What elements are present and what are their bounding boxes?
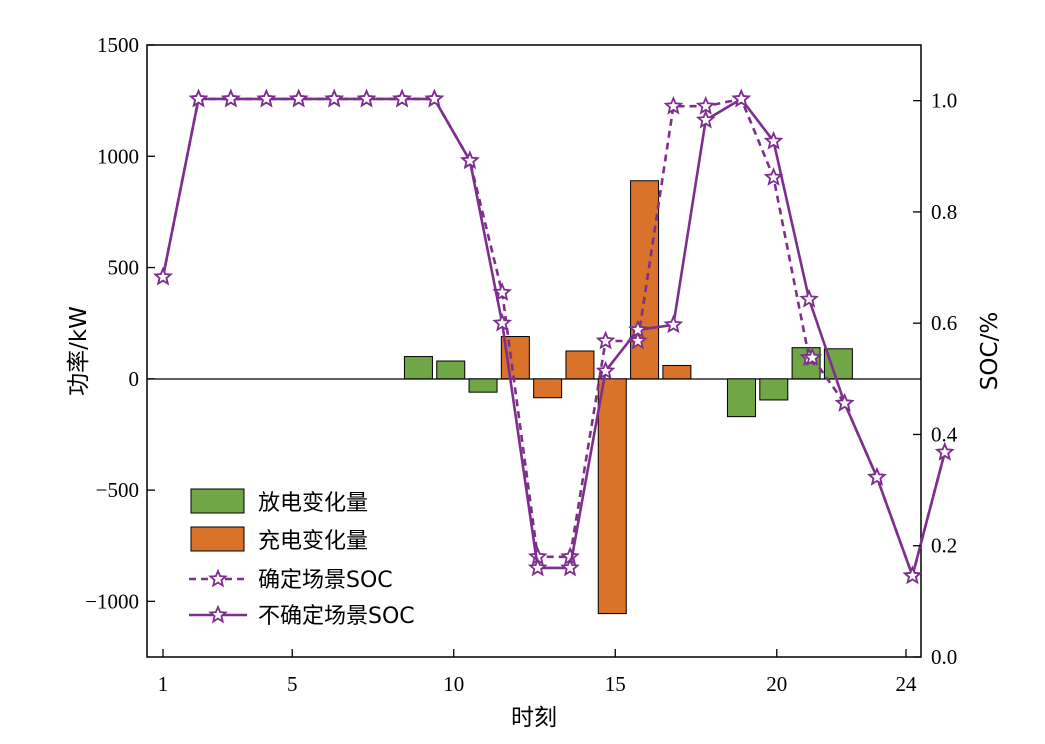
charge-bar-5 [662, 364, 692, 380]
soc-uncertain-point-12 [560, 557, 580, 577]
soc-uncertain-point-20 [834, 392, 855, 412]
legend-star-uncertain [208, 604, 228, 624]
soc-uncertain-point-8 [424, 88, 445, 108]
y-right-tick-label-1: 0.8 [931, 200, 957, 224]
y-right-axis-title: SOC/% [977, 312, 1003, 390]
y-left-tick-label-0: 1500 [97, 33, 139, 57]
bars-layer [403, 180, 853, 615]
x-tick-label-5: 24 [896, 672, 918, 696]
soc-uncertain-point-0 [153, 266, 173, 286]
y-left-tick-label-5: −1000 [85, 589, 139, 613]
soc-deterministic-point-13 [595, 330, 616, 350]
legend-label-deterministic: 确定场景SOC [258, 568, 393, 593]
soc-uncertain-point-21 [867, 466, 887, 486]
axes-layer: 1 5 10 15 20 24150010005000−500−10001.00.80.6… [85, 33, 958, 696]
discharge-bar-4 [759, 378, 789, 401]
soc-uncertain-point-23 [934, 441, 955, 461]
y-left-tick-label-2: 500 [108, 256, 140, 280]
x-axis-title: 时刻 [511, 705, 557, 731]
soc-uncertain-point-7 [392, 88, 412, 108]
soc-uncertain-point-4 [288, 88, 309, 108]
discharge-bar-0 [403, 356, 433, 380]
legend-label-charge: 充电变化量 [258, 529, 368, 554]
y-right-tick-label-3: 0.4 [931, 422, 958, 446]
soc-uncertain-point-11 [527, 557, 548, 577]
soc-uncertain-point-14 [628, 319, 648, 339]
soc-uncertain-point-3 [256, 88, 277, 108]
y-left-tick-label-1: 1000 [97, 144, 139, 168]
soc-uncertain-point-15 [663, 314, 684, 334]
charge-bar-3 [597, 378, 627, 615]
soc-deterministic-point-18 [763, 167, 784, 186]
y-left-tick-label-3: 0 [129, 367, 140, 391]
soc-uncertain-point-18 [763, 130, 784, 150]
legend-star-deterministic [208, 568, 228, 588]
x-tick-label-0: 1 [158, 672, 169, 696]
x-tick-label-4: 20 [766, 672, 787, 696]
legend-marker-deterministic [208, 568, 228, 588]
y-right-tick-label-5: 0.0 [931, 645, 957, 669]
y-right-tick-label-0: 1.0 [931, 89, 957, 113]
soc-uncertain-point-9 [460, 150, 480, 170]
x-tick-label-2: 10 [443, 672, 464, 696]
soc-deterministic-point-15 [663, 95, 684, 115]
soc-uncertain-point-10 [492, 312, 513, 332]
legend-label-uncertain: 不确定场景SOC [258, 604, 415, 629]
discharge-bar-3 [726, 378, 756, 418]
legend-swatch-charge [190, 526, 245, 552]
soc-uncertain-point-1 [188, 88, 209, 108]
legend-label-discharge: 放电变化量 [258, 491, 368, 516]
charge-bar-1 [533, 378, 563, 399]
x-tick-label-3: 15 [605, 672, 626, 696]
soc-uncertain-point-6 [356, 88, 377, 108]
soc-uncertain-point-16 [695, 109, 716, 129]
charge-bar-4 [630, 180, 660, 380]
y-left-axis-title: 功率/kW [66, 306, 92, 396]
legend-swatch-discharge [190, 488, 245, 514]
legend: 放电变化量 充电变化量 确定场景SOC 不确定场景SOC [189, 488, 415, 629]
soc-uncertain-point-2 [221, 88, 241, 108]
plot-frame [146, 44, 922, 658]
discharge-bar-1 [436, 360, 466, 380]
soc-uncertain-point-22 [902, 565, 923, 585]
soc-uncertain-point-5 [324, 88, 345, 108]
y-right-tick-label-2: 0.6 [931, 311, 957, 335]
discharge-bar-2 [468, 378, 498, 393]
soc-uncertain-point-17 [731, 88, 752, 108]
soc-uncertain-point-19 [799, 288, 819, 308]
y-right-tick-label-4: 0.2 [931, 534, 957, 558]
soc-lines-layer [153, 88, 955, 585]
x-tick-label-1: 5 [287, 672, 298, 696]
legend-marker-uncertain [208, 604, 228, 624]
soc-uncertain-point-13 [595, 360, 616, 380]
charge-bar-2 [565, 350, 595, 380]
soc-deterministic-point-20 [802, 347, 823, 367]
y-left-tick-label-4: −500 [96, 478, 139, 502]
